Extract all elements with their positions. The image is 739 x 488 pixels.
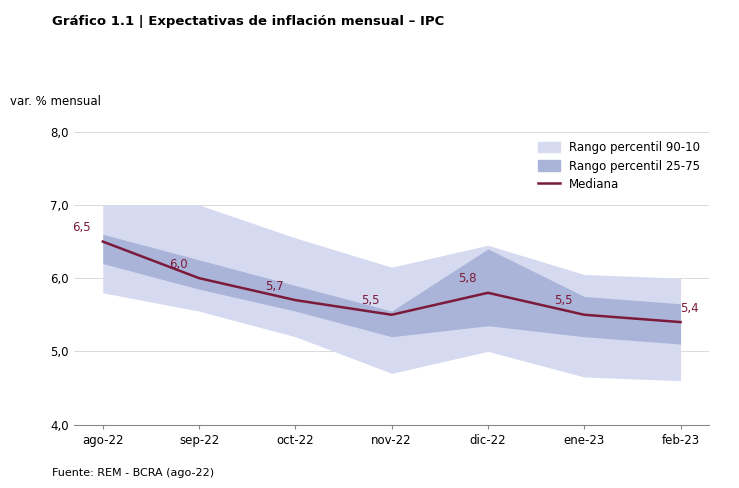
Text: 6,5: 6,5 (72, 221, 91, 234)
Text: 5,5: 5,5 (554, 294, 573, 307)
Legend: Rango percentil 90-10, Rango percentil 25-75, Mediana: Rango percentil 90-10, Rango percentil 2… (535, 138, 704, 194)
Text: Fuente: REM - BCRA (ago-22): Fuente: REM - BCRA (ago-22) (52, 468, 214, 478)
Text: 5,5: 5,5 (361, 294, 380, 307)
Text: 6,0: 6,0 (169, 258, 188, 271)
Text: 5,8: 5,8 (458, 272, 477, 285)
Text: var. % mensual: var. % mensual (10, 95, 101, 108)
Text: Gráfico 1.1 | Expectativas de inflación mensual – IPC: Gráfico 1.1 | Expectativas de inflación … (52, 15, 444, 28)
Text: 5,7: 5,7 (265, 280, 284, 293)
Text: 5,4: 5,4 (681, 302, 699, 315)
